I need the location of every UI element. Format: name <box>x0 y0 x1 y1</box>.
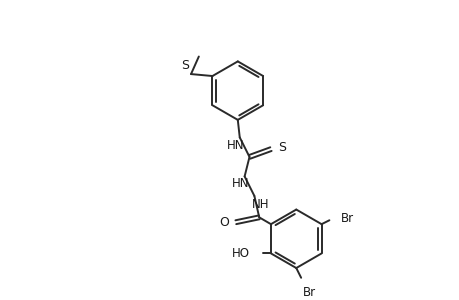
Text: HN: HN <box>227 140 244 152</box>
Text: HO: HO <box>231 247 249 260</box>
Text: O: O <box>218 216 229 229</box>
Text: Br: Br <box>340 212 353 225</box>
Text: HN: HN <box>231 177 249 190</box>
Text: Br: Br <box>302 286 315 298</box>
Text: NH: NH <box>251 198 269 211</box>
Text: S: S <box>277 141 285 154</box>
Text: S: S <box>181 59 189 72</box>
